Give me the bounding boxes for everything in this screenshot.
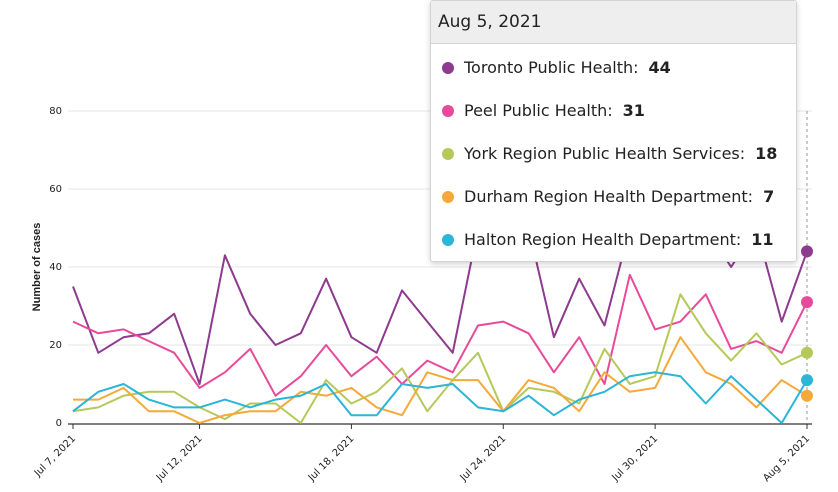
series-lines [72, 227, 808, 424]
series-marker [801, 296, 813, 309]
series-line [72, 371, 808, 424]
y-tick-label: 20 [49, 340, 62, 351]
tooltip-label: Toronto Public Health: [464, 58, 639, 77]
tooltip-value: 31 [622, 101, 645, 120]
tooltip-row-toronto: Toronto Public Health: 44 [442, 58, 671, 77]
tooltip-row-york: York Region Public Health Services: 18 [442, 144, 777, 163]
tooltip-value: 44 [648, 58, 671, 77]
tooltip-label: Peel Public Health: [464, 101, 613, 120]
y-tick-label: 60 [49, 184, 62, 195]
legend-dot-icon [442, 190, 454, 203]
tooltip-value: 11 [751, 230, 774, 249]
x-tick-label: Aug 5, 2021 [761, 433, 812, 484]
hover-markers [801, 245, 813, 402]
x-tick-label: Jul 12, 2021 [154, 433, 205, 484]
legend-dot-icon [442, 147, 454, 160]
tooltip-row-durham: Durham Region Health Department: 7 [442, 187, 774, 206]
legend-dot-icon [442, 104, 454, 117]
series-line [73, 336, 808, 424]
x-axis: Jul 7, 2021 Jul 12, 2021 Jul 18, 2021 Jul 2… [32, 423, 812, 484]
x-tick-label: Jul 30, 2021 [610, 433, 661, 484]
tooltip-row-peel: Peel Public Health: 31 [442, 101, 645, 120]
tooltip-label: Durham Region Health Department: [464, 187, 754, 206]
legend-dot-icon [442, 233, 454, 246]
x-tick-label: Jul 18, 2021 [306, 433, 357, 484]
legend-dot-icon [442, 61, 454, 74]
series-marker [801, 346, 813, 359]
tooltip-value: 18 [755, 144, 778, 163]
y-tick-labels: 0 20 40 60 80 [49, 106, 62, 429]
y-tick-label: 80 [49, 106, 62, 117]
y-axis-label: Number of cases [31, 223, 43, 312]
y-tick-label: 40 [49, 262, 62, 273]
tooltip-row-halton: Halton Region Health Department: 11 [442, 230, 774, 249]
x-tick-label: Jul 24, 2021 [458, 433, 509, 484]
series-marker [801, 389, 813, 402]
tooltip-label: Halton Region Health Department: [464, 230, 742, 249]
x-tick-label: Jul 7, 2021 [32, 433, 78, 479]
series-line [72, 293, 808, 424]
series-line [72, 273, 808, 397]
tooltip: Aug 5, 2021 Toronto Public Health: 44 Pe… [430, 0, 797, 262]
tooltip-value: 7 [763, 187, 775, 206]
series-marker [801, 374, 813, 387]
y-tick-label: 0 [56, 418, 62, 429]
tooltip-date: Aug 5, 2021 [431, 1, 796, 44]
series-marker [801, 245, 813, 258]
tooltip-label: York Region Public Health Services: [464, 144, 746, 163]
